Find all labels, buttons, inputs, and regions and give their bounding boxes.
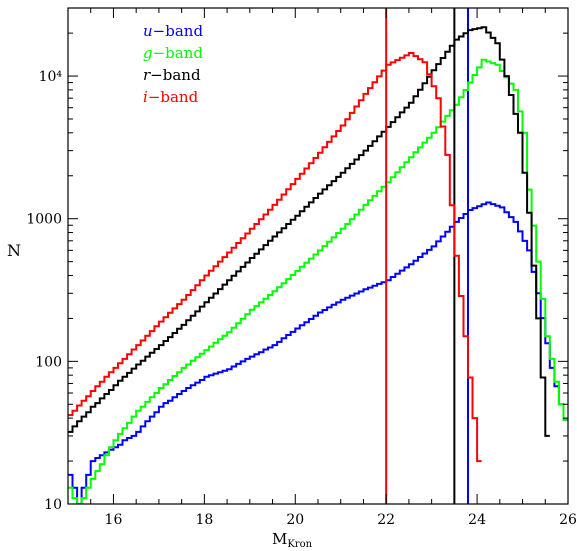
x-axis-label: MKron bbox=[272, 530, 313, 550]
plot-lines-layer bbox=[68, 8, 568, 504]
legend-entry-r-band: r−band bbox=[143, 66, 201, 84]
legend-suffix: −band bbox=[153, 44, 204, 62]
series-line-r-band bbox=[68, 26, 550, 437]
legend-entry-g-band: g−band bbox=[143, 44, 203, 62]
x-tick-label: 18 bbox=[195, 512, 213, 528]
y-tick-label: 1000 bbox=[26, 212, 62, 228]
legend-letter: u bbox=[143, 22, 153, 40]
x-tick-label: 16 bbox=[105, 512, 123, 528]
y-tick-label: 10 bbox=[44, 497, 62, 513]
legend-letter: i bbox=[143, 88, 148, 106]
x-tick-label: 22 bbox=[377, 512, 395, 528]
x-axis-label-subscript: Kron bbox=[287, 539, 312, 550]
y-axis-label: N bbox=[7, 241, 21, 260]
y-tick-label: 10⁴ bbox=[39, 69, 63, 85]
x-tick-label: 20 bbox=[286, 512, 304, 528]
x-tick-label: 26 bbox=[559, 512, 577, 528]
legend-entry-u-band: u−band bbox=[143, 22, 203, 40]
y-tick-label: 100 bbox=[35, 354, 62, 370]
legend-suffix: −band bbox=[153, 22, 204, 40]
legend-letter: r bbox=[143, 66, 151, 84]
x-axis-label-main: M bbox=[272, 530, 287, 548]
series-line-g-band bbox=[68, 58, 568, 504]
x-tick-label: 24 bbox=[468, 512, 486, 528]
series-line-u-band bbox=[68, 201, 568, 504]
legend-suffix: −band bbox=[148, 88, 199, 106]
legend-suffix: −band bbox=[150, 66, 201, 84]
axes-layer: 16 18 20 22 24 26 10 100 1000 10⁴ bbox=[26, 7, 577, 528]
series-line-i-band bbox=[68, 52, 482, 463]
legend-letter: g bbox=[143, 44, 153, 62]
legend-entry-i-band: i−band bbox=[143, 88, 199, 106]
